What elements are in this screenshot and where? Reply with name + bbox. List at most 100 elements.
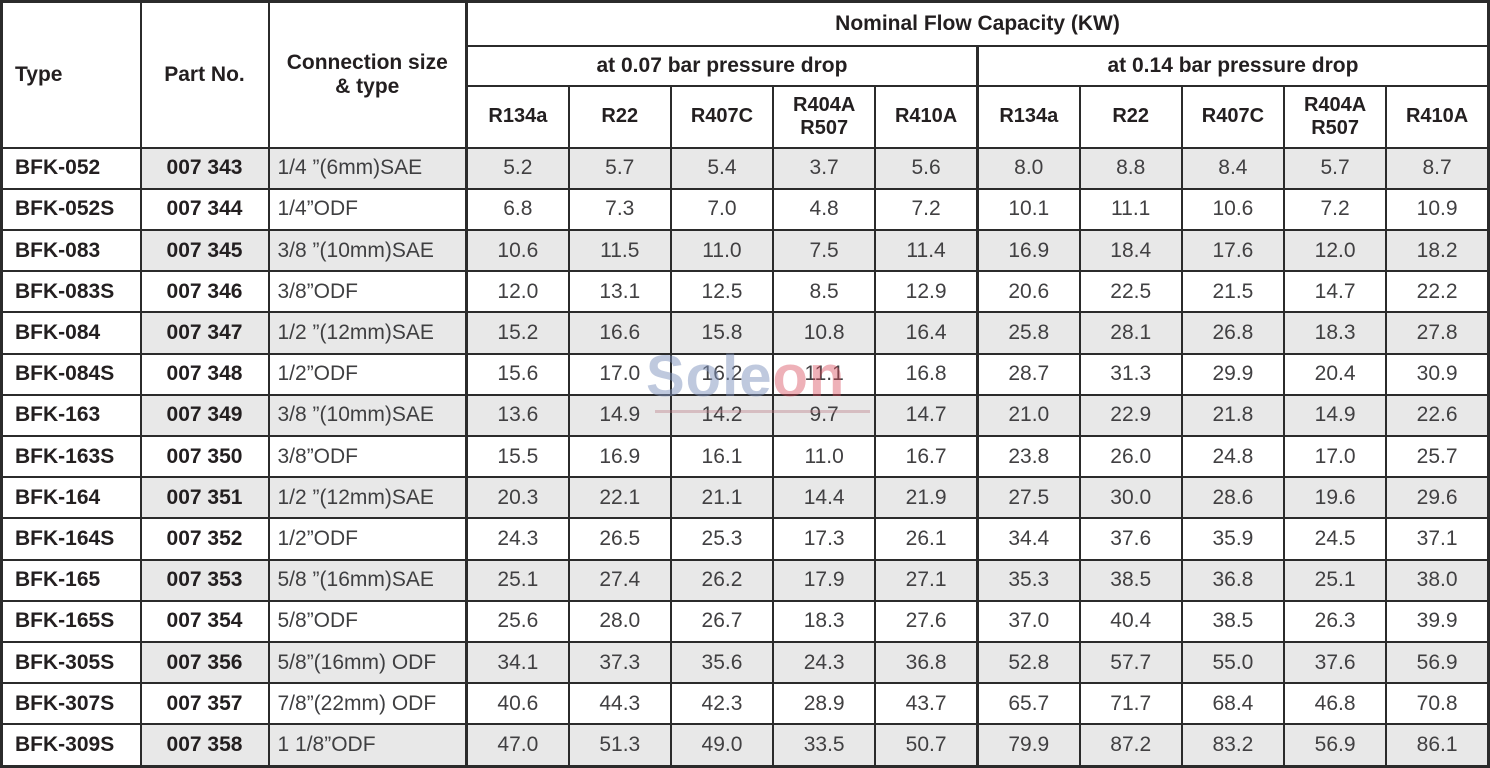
cell-value-014bar: 10.9 — [1385, 187, 1490, 231]
cell-value-014bar: 8.7 — [1385, 146, 1490, 190]
cell-value-007bar: 15.8 — [669, 311, 775, 355]
cell-value-007bar: 27.4 — [567, 558, 672, 602]
cell-type: BFK-163 — [0, 393, 142, 437]
cell-value-007bar: 13.1 — [567, 270, 672, 314]
cell-value-014bar: 26.0 — [1078, 434, 1183, 479]
cell-value-014bar: 28.1 — [1078, 311, 1183, 355]
cell-part-no: 007 350 — [139, 434, 270, 479]
cell-part-no: 007 356 — [139, 640, 270, 685]
cell-value-014bar: 23.8 — [975, 434, 1081, 479]
cell-value-007bar: 12.5 — [669, 270, 775, 314]
refrigerant-header: R410A — [1385, 84, 1490, 149]
cell-value-007bar: 26.2 — [669, 558, 775, 602]
cell-value-007bar: 6.8 — [464, 187, 570, 231]
cell-value-007bar: 26.5 — [567, 517, 672, 561]
cell-value-007bar: 47.0 — [464, 723, 570, 768]
cell-part-no: 007 349 — [139, 393, 270, 437]
cell-value-007bar: 16.8 — [874, 352, 979, 396]
cell-connection: 5/8”ODF — [267, 599, 468, 643]
cell-value-014bar: 17.6 — [1180, 228, 1286, 273]
cell-value-014bar: 19.6 — [1282, 476, 1388, 520]
cell-value-007bar: 40.6 — [464, 682, 570, 726]
cell-value-007bar: 7.5 — [772, 228, 877, 273]
cell-value-014bar: 22.2 — [1385, 270, 1490, 314]
cell-value-014bar: 14.7 — [1282, 270, 1388, 314]
table-row: BFK-164S 007 352 1/2”ODF 24.3 26.5 25.3 17.3 26… — [0, 517, 1490, 561]
cell-value-007bar: 7.3 — [567, 187, 672, 231]
table-row: BFK-164 007 351 1/2 ”(12mm)SAE 20.3 22.1 21.1… — [0, 476, 1490, 520]
cell-value-007bar: 5.7 — [567, 146, 672, 190]
cell-value-007bar: 15.6 — [464, 352, 570, 396]
cell-type: BFK-083 — [0, 228, 142, 273]
cell-value-014bar: 57.7 — [1078, 640, 1183, 685]
cell-value-014bar: 25.8 — [975, 311, 1081, 355]
cell-connection: 3/8”ODF — [267, 270, 468, 314]
refrigerant-header: R22 — [567, 84, 672, 149]
cell-value-014bar: 71.7 — [1078, 682, 1183, 726]
cell-connection: 1/2 ”(12mm)SAE — [267, 311, 468, 355]
refrigerant-header: R22 — [1078, 84, 1183, 149]
cell-value-007bar: 12.9 — [874, 270, 979, 314]
cell-value-007bar: 35.6 — [669, 640, 775, 685]
refrigerant-header: R134a — [464, 84, 570, 149]
refrigerant-header: R407C — [669, 84, 775, 149]
cell-type: BFK-307S — [0, 682, 142, 726]
cell-value-014bar: 10.6 — [1180, 187, 1286, 231]
cell-value-007bar: 5.2 — [464, 146, 570, 190]
cell-value-014bar: 8.8 — [1078, 146, 1183, 190]
cell-value-007bar: 15.2 — [464, 311, 570, 355]
cell-value-007bar: 17.3 — [772, 517, 877, 561]
cell-value-007bar: 5.6 — [874, 146, 979, 190]
cell-value-007bar: 42.3 — [669, 682, 775, 726]
cell-value-007bar: 14.4 — [772, 476, 877, 520]
cell-value-007bar: 16.6 — [567, 311, 672, 355]
cell-value-007bar: 18.3 — [772, 599, 877, 643]
cell-connection: 1/2”ODF — [267, 517, 468, 561]
cell-type: BFK-052S — [0, 187, 142, 231]
refrigerant-header: R404A R507 — [772, 84, 877, 149]
cell-value-007bar: 26.1 — [874, 517, 979, 561]
cell-value-014bar: 46.8 — [1282, 682, 1388, 726]
cell-value-014bar: 21.8 — [1180, 393, 1286, 437]
table-row: BFK-083 007 345 3/8 ”(10mm)SAE 10.6 11.5 11.0… — [0, 228, 1490, 273]
cell-value-014bar: 68.4 — [1180, 682, 1286, 726]
cell-value-014bar: 20.6 — [975, 270, 1081, 314]
table-row: BFK-307S 007 357 7/8”(22mm) ODF 40.6 44.3 42.… — [0, 682, 1490, 726]
cell-type: BFK-163S — [0, 434, 142, 479]
header-row-refrigerants: R134a R22 R407C R404A R507 R410A R134a R22 R407… — [2, 84, 1490, 149]
cell-value-014bar: 22.5 — [1078, 270, 1183, 314]
cell-part-no: 007 358 — [139, 723, 270, 768]
cell-value-007bar: 11.4 — [874, 228, 979, 273]
cell-value-014bar: 26.8 — [1180, 311, 1286, 355]
cell-connection: 3/8 ”(10mm)SAE — [267, 228, 468, 273]
cell-value-007bar: 28.9 — [772, 682, 877, 726]
cell-value-007bar: 17.0 — [567, 352, 672, 396]
cell-value-014bar: 21.5 — [1180, 270, 1286, 314]
cell-part-no: 007 347 — [139, 311, 270, 355]
cell-value-014bar: 25.7 — [1385, 434, 1490, 479]
table-row: BFK-163 007 349 3/8 ”(10mm)SAE 13.6 14.9 14.2… — [0, 393, 1490, 437]
cell-value-007bar: 20.3 — [464, 476, 570, 520]
refrigerant-header: R407C — [1180, 84, 1286, 149]
cell-value-007bar: 34.1 — [464, 640, 570, 685]
cell-value-014bar: 16.9 — [975, 228, 1081, 273]
cell-value-014bar: 28.6 — [1180, 476, 1286, 520]
cell-value-014bar: 56.9 — [1282, 723, 1388, 768]
cell-value-007bar: 10.6 — [464, 228, 570, 273]
cell-value-014bar: 37.6 — [1078, 517, 1183, 561]
cell-value-007bar: 3.7 — [772, 146, 877, 190]
cell-value-014bar: 22.9 — [1078, 393, 1183, 437]
table-row: BFK-084 007 347 1/2 ”(12mm)SAE 15.2 16.6 15.8… — [0, 311, 1490, 355]
cell-value-014bar: 25.1 — [1282, 558, 1388, 602]
cell-value-007bar: 50.7 — [874, 723, 979, 768]
cell-value-007bar: 16.1 — [669, 434, 775, 479]
cell-value-014bar: 31.3 — [1078, 352, 1183, 396]
cell-value-007bar: 24.3 — [772, 640, 877, 685]
cell-value-014bar: 28.7 — [975, 352, 1081, 396]
cell-value-014bar: 24.8 — [1180, 434, 1286, 479]
cell-value-014bar: 27.5 — [975, 476, 1081, 520]
cell-part-no: 007 346 — [139, 270, 270, 314]
header-row-title: Type Part No. Connection size & type Nom… — [0, 0, 1490, 149]
cell-type: BFK-165 — [0, 558, 142, 602]
cell-value-014bar: 27.8 — [1385, 311, 1490, 355]
